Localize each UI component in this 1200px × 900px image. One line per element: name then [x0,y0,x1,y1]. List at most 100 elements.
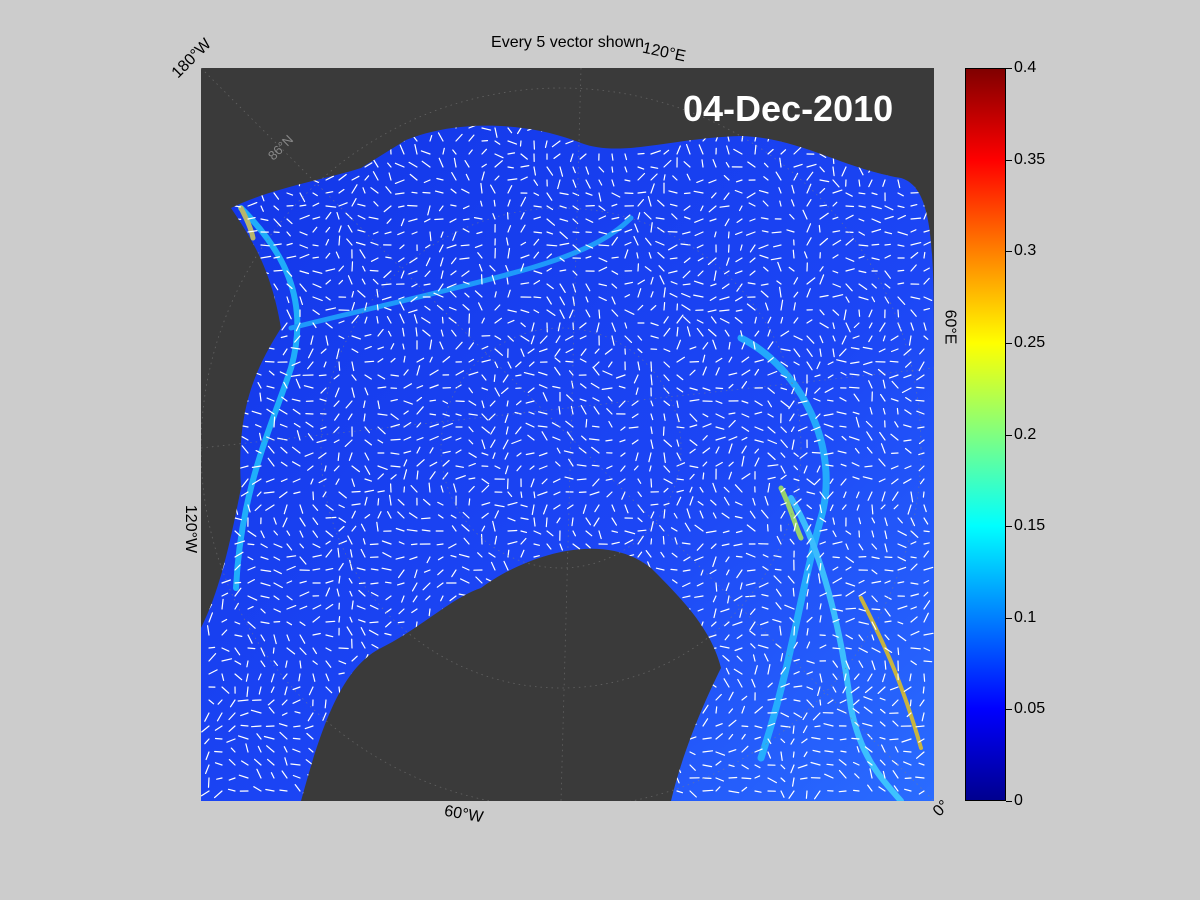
drift-vector [364,360,375,363]
drift-vector [494,153,504,159]
drift-vector [767,751,772,759]
drift-vector [650,335,659,339]
drift-vector [910,593,920,597]
drift-highlight [778,485,804,541]
drift-vector [546,530,554,537]
drift-vector [227,788,236,792]
drift-vector [566,431,574,441]
drift-vector [490,426,496,435]
drift-vector [624,249,629,259]
drift-vector [826,399,834,402]
drift-vector [347,413,353,421]
drift-vector [507,491,513,497]
drift-vector [722,655,730,662]
drift-vector [265,788,275,792]
drift-vector [507,140,518,145]
graticule-label-60e: 60°E [941,309,959,345]
drift-vector [624,539,634,545]
drift-vector [338,562,344,571]
drift-vector [715,400,723,404]
drift-vector [650,150,661,155]
drift-vector [415,621,418,629]
drift-vector [346,238,353,246]
drift-vector [291,361,301,366]
drift-vector [637,491,642,497]
drift-vector [780,400,790,408]
drift-vector [767,413,774,418]
drift-vector [294,335,301,343]
drift-vector [360,523,366,532]
drift-vector [507,185,513,194]
drift-vector [299,214,310,220]
drift-vector [884,660,887,670]
drift-vector [481,171,485,181]
drift-vector [676,400,679,408]
drift-vector [825,464,834,467]
drift-vector [824,773,834,779]
drift-vector [624,309,635,315]
drift-vector [312,554,322,558]
drift-vector [697,501,704,506]
drift-vector [806,478,815,485]
drift-vector [411,191,418,194]
drift-vector [588,438,600,441]
drift-vector [362,538,366,545]
drift-vector [780,474,787,480]
drift-vector [879,736,886,740]
drift-vector [772,244,782,248]
drift-vector [528,361,535,367]
drift-vector [759,621,769,626]
drift-vector [817,573,821,584]
drift-vector [556,517,561,524]
drift-vector [572,283,577,293]
drift-vector [480,182,483,194]
drift-vector [333,426,340,433]
drift-vector [580,405,587,415]
drift-vector [884,243,891,246]
drift-vector [814,725,821,728]
drift-vector [715,387,724,390]
drift-vector [295,378,301,389]
drift-vector [493,199,496,207]
drift-vector [462,304,470,311]
drift-vector [559,218,569,222]
drift-vector [530,335,535,345]
drift-vector [605,478,613,481]
drift-vector [515,426,522,435]
drift-vector [901,738,912,743]
drift-vector [611,335,615,346]
drift-vector [412,595,418,603]
drift-vector [686,508,691,519]
drift-vector [273,192,280,200]
drift-vector [423,179,431,184]
drift-vector [909,699,912,707]
drift-vector [216,777,223,780]
drift-vector [741,426,750,432]
drift-vector [858,608,867,612]
drift-vector [357,290,366,298]
drift-vector [637,304,644,311]
drift-vector [338,173,347,181]
drift-vector [741,745,749,753]
drift-vector [832,556,840,559]
drift-vector [903,424,912,428]
drift-vector [764,496,769,506]
drift-vector [429,369,439,376]
drift-vector [806,686,814,690]
drift-vector [390,357,396,363]
drift-vector [273,517,277,525]
drift-vector [520,282,530,285]
drift-vector [451,525,457,532]
drift-vector [559,166,564,177]
drift-vector [247,504,251,513]
drift-vector [637,478,642,484]
drift-vector [676,777,680,784]
drift-vector [871,543,878,550]
drift-vector [453,157,457,168]
drift-vector [468,477,476,480]
drift-vector [719,645,730,649]
drift-vector [325,268,336,272]
drift-vector [702,413,709,418]
drift-vector [240,491,249,497]
drift-vector [910,491,914,503]
